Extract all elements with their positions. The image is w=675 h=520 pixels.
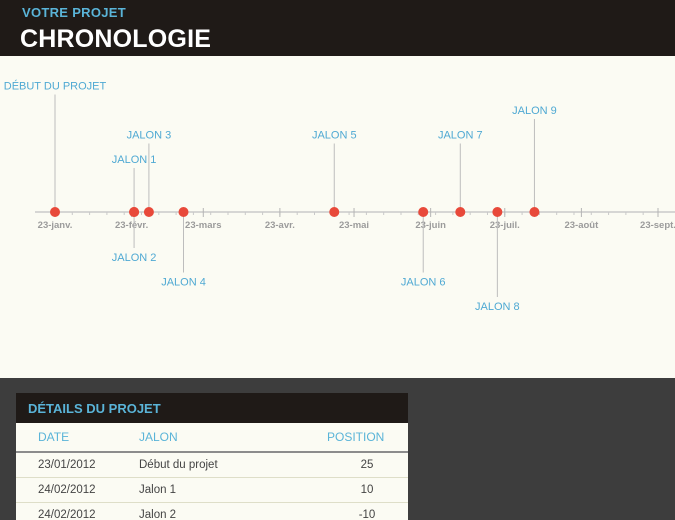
table-row[interactable]: 24/02/2012 Jalon 1 10: [16, 477, 408, 503]
milestone-marker: [492, 207, 503, 217]
cell-position[interactable]: 25: [326, 452, 408, 478]
timeline-chart: 23-janv. 23-févr. 23-mars 23-avr. 23-mai 23-j…: [0, 56, 675, 378]
milestone-marker: [50, 207, 60, 217]
milestone-label: JALON 6: [401, 277, 446, 289]
milestone-marker: [455, 207, 466, 217]
milestone-label: JALON 8: [475, 301, 520, 313]
cell-position[interactable]: 10: [326, 477, 408, 503]
page-title: CHRONOLOGIE: [20, 25, 212, 53]
axis-tick-label: 23-févr.: [115, 220, 148, 231]
milestone-label: DÉBUT DU PROJET: [4, 80, 107, 93]
milestone-marker: [418, 207, 429, 217]
details-header: DÉTAILS DU PROJET: [16, 393, 408, 423]
axis-tick-label: 23-janv.: [38, 220, 73, 231]
details-table: DATE JALON POSITION 23/01/2012 Début du …: [16, 423, 408, 520]
column-header-milestone[interactable]: JALON: [133, 423, 326, 453]
cell-date[interactable]: 23/01/2012: [16, 452, 133, 478]
axis-tick-label: 23-sept.: [640, 220, 675, 231]
axis-tick-label: 23-juin: [415, 220, 446, 231]
axis-tick-label: 23-mars: [185, 220, 221, 231]
milestone-marker: [143, 207, 154, 217]
table-row[interactable]: 23/01/2012 Début du projet 25: [16, 452, 408, 478]
table-row[interactable]: 24/02/2012 Jalon 2 -10: [16, 502, 408, 520]
cell-milestone[interactable]: Jalon 1: [133, 477, 326, 503]
column-header-position[interactable]: POSITION: [326, 423, 408, 453]
details-title: DÉTAILS DU PROJET: [28, 401, 161, 416]
column-header-date[interactable]: DATE: [16, 423, 133, 453]
header-bar: VOTRE PROJET CHRONOLOGIE: [0, 0, 675, 56]
milestone-label: JALON 2: [112, 252, 157, 264]
cell-position[interactable]: -10: [326, 502, 408, 520]
axis-tick-label: 23-avr.: [265, 220, 295, 231]
milestone-label: JALON 3: [127, 130, 172, 142]
milestone-label: JALON 4: [161, 277, 206, 289]
timeline-svg: 23-janv. 23-févr. 23-mars 23-avr. 23-mai 23-j…: [4, 80, 675, 313]
axis-tick-label: 23-août: [564, 220, 599, 231]
milestone-label: JALON 5: [312, 130, 357, 142]
cell-date[interactable]: 24/02/2012: [16, 502, 133, 520]
milestone-marker: [529, 207, 540, 217]
project-subtitle: VOTRE PROJET: [22, 5, 127, 20]
milestone-marker: [129, 207, 140, 217]
milestone-marker: [329, 207, 340, 217]
axis-tick-label: 23-mai: [339, 220, 369, 231]
milestone-label: JALON 1: [112, 154, 157, 166]
cell-date[interactable]: 24/02/2012: [16, 477, 133, 503]
milestone-label: JALON 7: [438, 130, 483, 142]
project-details-panel: DÉTAILS DU PROJET DATE JALON POSITION 23…: [16, 393, 408, 520]
milestone-marker: [178, 207, 189, 217]
axis-tick-label: 23-juil.: [490, 220, 520, 231]
cell-milestone[interactable]: Jalon 2: [133, 502, 326, 520]
milestone-label: JALON 9: [512, 105, 557, 117]
cell-milestone[interactable]: Début du projet: [133, 452, 326, 478]
table-header-row: DATE JALON POSITION: [16, 423, 408, 453]
